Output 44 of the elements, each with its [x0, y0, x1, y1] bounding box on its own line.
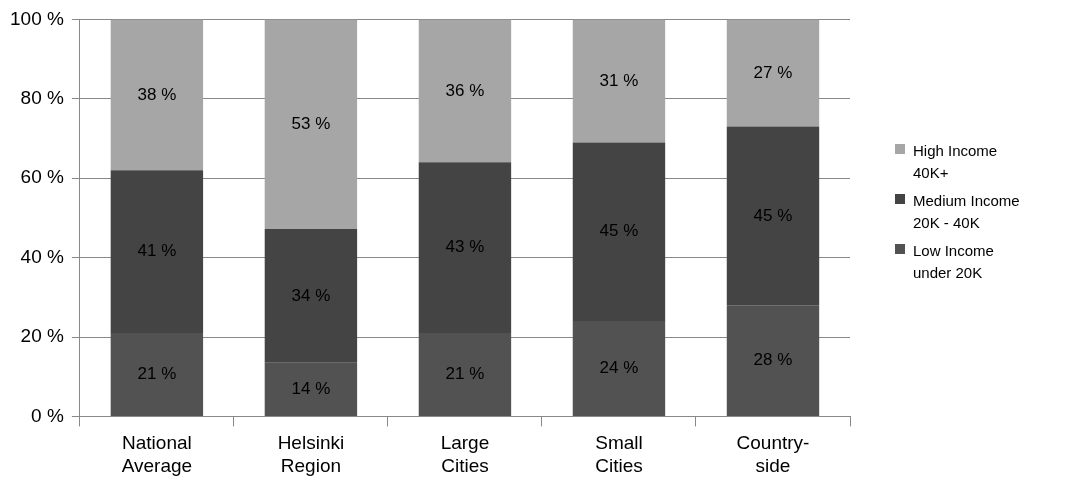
bar [418, 162, 512, 334]
data-label: 24 % [599, 358, 639, 378]
data-label: 27 % [753, 62, 793, 82]
y-tick-label: 100 % [10, 7, 64, 29]
data-label: 45 % [753, 205, 793, 225]
y-tick-label: 60 % [20, 166, 64, 188]
bar [110, 170, 204, 334]
data-label: 41 % [137, 241, 177, 261]
bar [110, 19, 204, 171]
bar [726, 305, 820, 416]
y-tick-label: 80 % [20, 87, 64, 109]
y-tick-label: 0 % [31, 404, 64, 426]
bar [572, 142, 666, 322]
data-label: 36 % [445, 80, 485, 100]
bar [264, 362, 358, 416]
data-label: 53 % [291, 113, 331, 133]
bar [110, 333, 204, 416]
bar [264, 19, 358, 230]
data-label: 31 % [599, 70, 639, 90]
bar [264, 229, 358, 363]
bar [726, 126, 820, 306]
bar [726, 19, 820, 127]
bar [572, 321, 666, 416]
legend-label: High Income 40K+ [913, 141, 999, 183]
y-tick-label: 20 % [20, 325, 64, 347]
x-tick-label: Small Cities [595, 432, 643, 476]
x-tick-label: Helsinki Region [277, 432, 345, 476]
data-label: 43 % [445, 237, 485, 257]
data-label: 21 % [445, 364, 485, 384]
bar [418, 19, 512, 163]
data-label: 38 % [137, 84, 177, 104]
data-label: 28 % [753, 350, 793, 370]
x-tick-label: Country-side [736, 432, 810, 476]
bar [418, 333, 512, 416]
legend-label: Low Income under 20K [913, 241, 995, 283]
y-tick-label: 40 % [20, 245, 64, 267]
legend-label: Medium Income 20K - 40K [913, 191, 1021, 233]
x-tick-label: Large Cities [440, 432, 490, 476]
data-label: 14 % [291, 379, 331, 399]
data-label: 34 % [291, 285, 331, 305]
x-tick-label: National Average [121, 432, 193, 476]
bar [572, 19, 666, 143]
data-label: 21 % [137, 364, 177, 384]
data-label: 45 % [599, 221, 639, 241]
